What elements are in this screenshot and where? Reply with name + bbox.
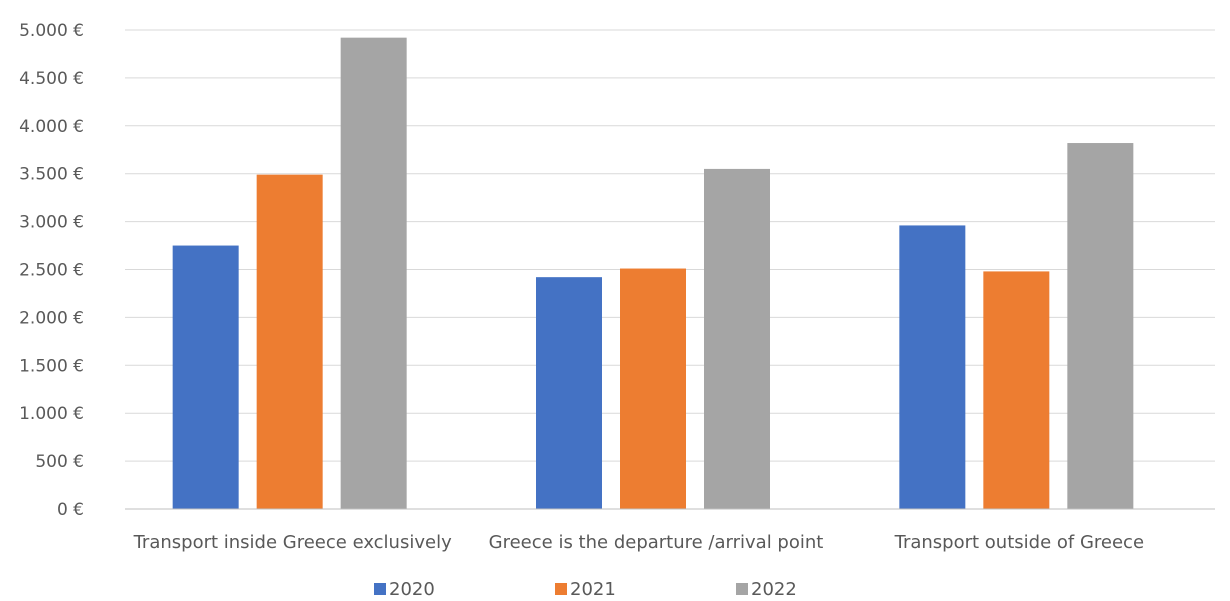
y-tick-label: 3.500 € [19, 165, 84, 185]
legend-swatch-2022 [736, 583, 748, 595]
x-category-label: Greece is the departure /arrival point [489, 532, 824, 553]
bar-2021-2 [620, 268, 686, 509]
bar-2021-1 [256, 174, 323, 509]
y-tick-label: 4.500 € [19, 69, 84, 89]
y-tick-label: 4.000 € [19, 117, 84, 137]
y-tick-label: 3.000 € [19, 213, 84, 233]
y-axis-tick-labels: 0 € 500 € 1.000 € 1.500 € 2.000 € 2.500 € 3.00… [19, 21, 84, 520]
y-tick-label: 500 € [35, 452, 84, 472]
legend-swatch-2020 [374, 583, 386, 595]
bar-2020-3 [899, 225, 966, 509]
x-category-label: Transport outside of Greece [894, 532, 1144, 553]
bars [172, 37, 1134, 510]
bar-2022-1 [340, 37, 407, 509]
bar-2021-3 [983, 271, 1050, 509]
bar-2022-2 [704, 168, 770, 509]
legend: 2020 2021 2022 [374, 579, 797, 600]
y-tick-label: 2.500 € [19, 261, 84, 281]
y-tick-label: 1.000 € [19, 404, 84, 424]
y-tick-label: 1.500 € [19, 356, 84, 376]
legend-swatch-2021 [555, 583, 567, 595]
x-axis-category-labels: Transport inside Greece exclusively Greec… [133, 532, 1144, 553]
legend-label-2021: 2021 [570, 579, 616, 600]
legend-label-2020: 2020 [389, 579, 435, 600]
y-tick-label: 2.000 € [19, 308, 84, 328]
bar-2020-2 [536, 277, 602, 509]
bar-2020-1 [172, 245, 239, 510]
legend-label-2022: 2022 [751, 579, 797, 600]
x-category-label: Transport inside Greece exclusively [133, 532, 452, 553]
y-tick-label: 5.000 € [19, 21, 84, 41]
bar-2022-3 [1067, 143, 1134, 509]
y-tick-label: 0 € [57, 500, 84, 520]
